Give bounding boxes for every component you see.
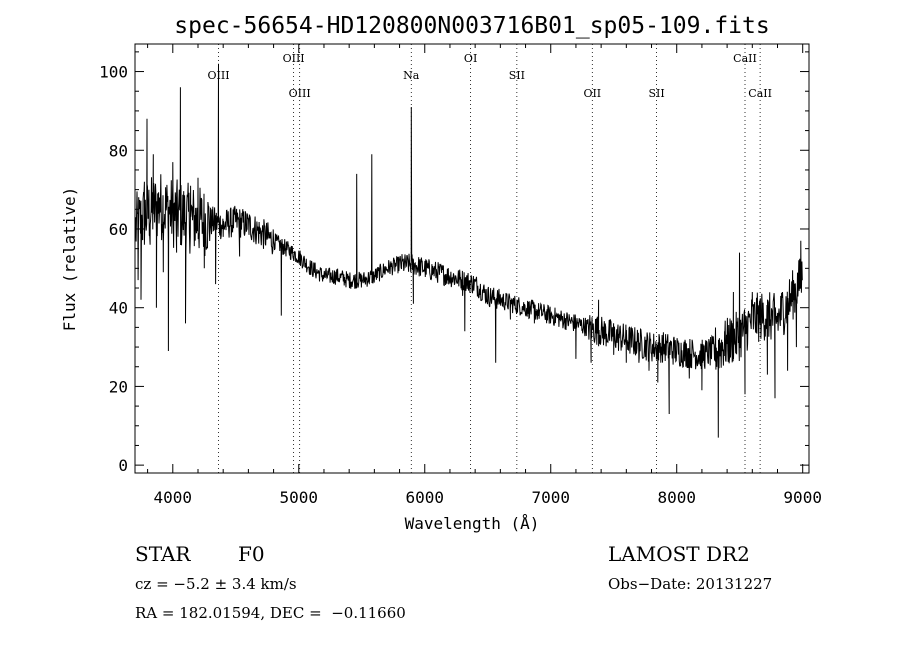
line-label-6: OII <box>583 87 601 100</box>
line-label-2: OIII <box>289 87 311 100</box>
line-label-5: SII <box>509 69 525 82</box>
x-axis-label: Wavelength (Å) <box>405 514 540 533</box>
object-class: STAR <box>135 542 191 566</box>
spectrum-line <box>135 63 803 438</box>
object-subclass: F0 <box>238 542 265 566</box>
line-label-1: OIII <box>283 52 305 65</box>
x-tick-label-5: 9000 <box>783 488 822 507</box>
line-label-7: SII <box>648 87 664 100</box>
x-tick-label-2: 6000 <box>405 488 444 507</box>
y-tick-label-0: 0 <box>118 456 128 475</box>
line-label-3: Na <box>403 69 420 82</box>
y-tick-label-1: 20 <box>109 377 128 396</box>
x-tick-label-1: 5000 <box>280 488 319 507</box>
x-tick-label-4: 8000 <box>657 488 696 507</box>
axes: 4000 5000 6000 7000 8000 9000 0 20 40 60 80 100 <box>99 43 822 507</box>
survey-name: LAMOST DR2 <box>608 542 750 566</box>
line-label-9: CaII <box>748 87 772 100</box>
line-label-4: OI <box>464 52 477 65</box>
y-axis-label: Flux (relative) <box>60 187 79 332</box>
y-tick-label-5: 100 <box>99 63 128 82</box>
chart-title: spec-56654-HD120800N003716B01_sp05-109.f… <box>174 13 769 39</box>
line-label-8: CaII <box>733 52 757 65</box>
x-tick-label-3: 7000 <box>531 488 570 507</box>
coordinates: RA = 182.01594, DEC = −0.11660 <box>135 604 406 622</box>
x-tick-label-0: 4000 <box>154 488 193 507</box>
redshift-readout: cz = −5.2 ± 3.4 km/s <box>135 575 297 593</box>
y-tick-label-3: 60 <box>109 220 128 239</box>
y-tick-label-2: 40 <box>109 299 128 318</box>
y-tick-label-4: 80 <box>109 141 128 160</box>
plot-frame <box>134 43 810 474</box>
obs-date: Obs−Date: 20131227 <box>608 575 773 593</box>
